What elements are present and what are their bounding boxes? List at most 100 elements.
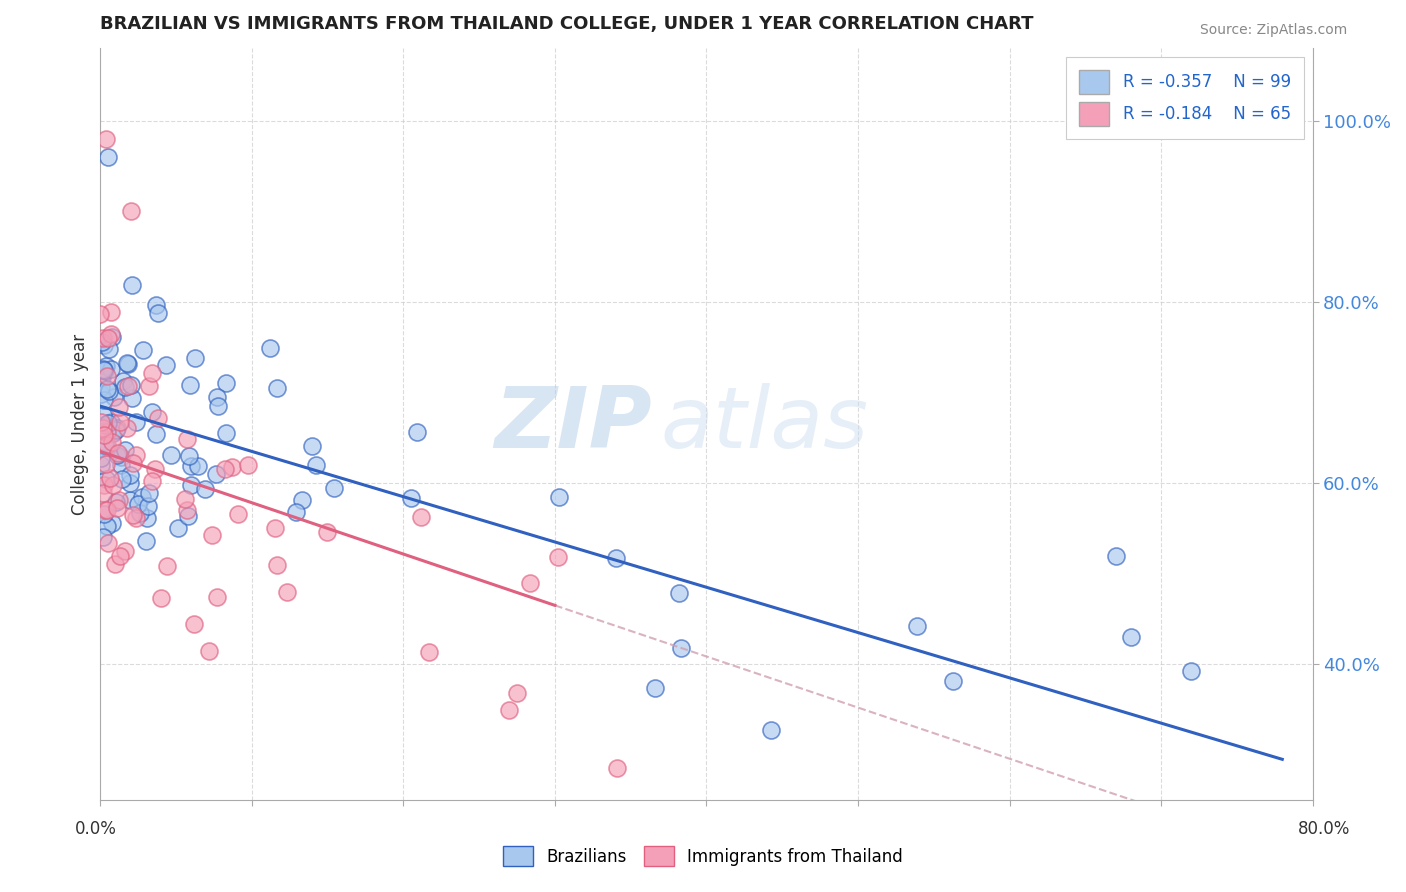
Point — [1104, 549, 1126, 563]
Point — [127, 497, 149, 511]
Point — [114, 380, 136, 394]
Point — [90, 387, 112, 401]
Point — [519, 575, 541, 590]
Point — [201, 528, 224, 542]
Text: 0.0%: 0.0% — [75, 820, 117, 838]
Point — [238, 458, 260, 472]
Point — [100, 327, 122, 342]
Point — [141, 405, 163, 419]
Point — [107, 420, 129, 434]
Point — [138, 485, 160, 500]
Point — [323, 482, 346, 496]
Point — [108, 493, 131, 508]
Point — [120, 492, 142, 507]
Point — [91, 530, 114, 544]
Point — [761, 723, 783, 738]
Point — [103, 390, 125, 404]
Point — [118, 475, 141, 490]
Point — [145, 426, 167, 441]
Point — [121, 391, 143, 405]
Point — [276, 585, 298, 599]
Point — [205, 590, 228, 604]
Point — [215, 425, 238, 440]
Point — [117, 357, 139, 371]
Point — [214, 462, 236, 476]
Text: Source: ZipAtlas.com: Source: ZipAtlas.com — [1199, 23, 1347, 37]
Point — [905, 619, 928, 633]
Point — [94, 364, 117, 378]
Point — [180, 458, 202, 473]
Point — [668, 586, 690, 600]
Point — [547, 490, 569, 504]
Point — [264, 521, 287, 535]
Point — [91, 362, 114, 376]
Point — [141, 475, 163, 489]
Point — [93, 428, 115, 442]
Point — [93, 409, 115, 423]
Point — [96, 382, 118, 396]
Point — [107, 449, 129, 463]
Point — [145, 298, 167, 312]
Point — [108, 400, 131, 414]
Point — [1119, 630, 1142, 644]
Point — [90, 450, 112, 465]
Point — [90, 458, 112, 473]
Point — [107, 446, 129, 460]
Point — [122, 508, 145, 523]
Point — [136, 499, 159, 513]
Point — [418, 645, 440, 659]
Point — [547, 549, 569, 564]
Point — [104, 557, 127, 571]
Point — [100, 415, 122, 429]
Point — [167, 521, 190, 535]
Point — [315, 525, 337, 540]
Point — [93, 417, 115, 432]
Point — [93, 338, 115, 352]
Y-axis label: College, Under 1 year: College, Under 1 year — [72, 334, 89, 515]
Point — [221, 460, 243, 475]
Legend: Brazilians, Immigrants from Thailand: Brazilians, Immigrants from Thailand — [496, 839, 910, 873]
Point — [108, 549, 131, 563]
Point — [94, 457, 117, 471]
Point — [183, 351, 205, 365]
Point — [96, 369, 118, 384]
Point — [115, 356, 138, 370]
Point — [160, 449, 183, 463]
Point — [117, 379, 139, 393]
Point — [111, 375, 134, 389]
Point — [305, 458, 328, 472]
Point — [146, 411, 169, 425]
Point — [93, 507, 115, 521]
Point — [94, 440, 117, 454]
Point — [94, 438, 117, 452]
Point — [100, 330, 122, 344]
Point — [174, 491, 197, 506]
Point — [90, 380, 112, 394]
Point — [94, 472, 117, 486]
Point — [179, 377, 201, 392]
Point — [1180, 665, 1202, 679]
Point — [114, 543, 136, 558]
Point — [114, 442, 136, 457]
Point — [207, 399, 229, 413]
Point — [204, 467, 226, 481]
Point — [104, 495, 127, 509]
Point — [97, 384, 120, 399]
Point — [110, 458, 132, 472]
Point — [138, 378, 160, 392]
Text: 80.0%: 80.0% — [1298, 820, 1351, 838]
Point — [101, 434, 124, 449]
Point — [644, 681, 666, 695]
Point — [104, 423, 127, 437]
Point — [96, 359, 118, 373]
Point — [143, 462, 166, 476]
Point — [89, 307, 111, 321]
Point — [124, 416, 146, 430]
Text: atlas: atlas — [661, 383, 869, 466]
Point — [110, 450, 132, 465]
Point — [135, 533, 157, 548]
Point — [498, 702, 520, 716]
Point — [100, 305, 122, 319]
Point — [136, 510, 159, 524]
Point — [150, 591, 173, 606]
